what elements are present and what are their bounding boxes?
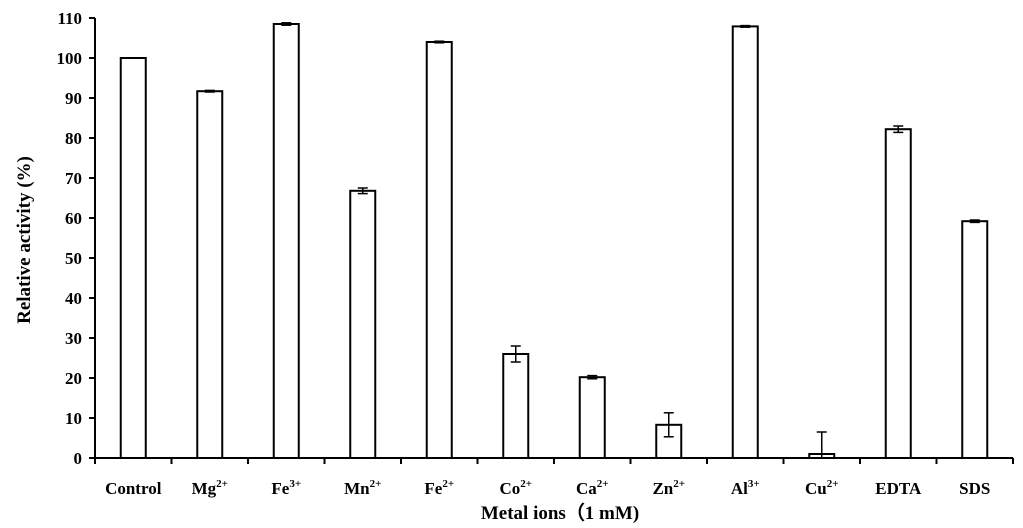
category-labels: Control Mg2+ Fe3+ Mn2+ Fe2+ Co2+ Ca2+ Zn2+ Al3+ C… <box>105 478 990 498</box>
y-tick-label: 90 <box>65 89 82 108</box>
y-tick-label: 20 <box>65 369 82 388</box>
y-axis-title: Relative activity (%) <box>14 156 35 324</box>
y-tick-label: 50 <box>65 249 82 268</box>
error-bar <box>434 40 445 44</box>
error-bar <box>204 89 215 93</box>
error-bar <box>816 431 827 459</box>
y-axis: 0 10 20 30 40 50 60 70 80 90 100 110 <box>57 9 96 468</box>
y-tick-label: 100 <box>57 49 83 68</box>
bar <box>502 353 530 459</box>
y-tick-label: 70 <box>65 169 82 188</box>
x-tick-label: Fe3+ <box>271 478 301 498</box>
x-tick-label: Fe2+ <box>424 478 454 498</box>
y-tick-label: 40 <box>65 289 82 308</box>
x-tick-label: EDTA <box>875 479 922 498</box>
x-tick-label: SDS <box>959 479 990 498</box>
x-tick-label: Mn2+ <box>344 478 381 498</box>
y-tick-label: 10 <box>65 409 82 428</box>
error-bar <box>357 187 368 195</box>
x-axis <box>94 457 1014 464</box>
x-tick-label: Mg2+ <box>192 478 228 498</box>
error-bars <box>204 22 980 459</box>
error-bar <box>510 345 521 363</box>
y-tick-label: 60 <box>65 209 82 228</box>
x-tick-label: Cu2+ <box>805 478 839 498</box>
bar <box>196 90 224 459</box>
bar <box>578 376 606 460</box>
bar <box>272 23 300 459</box>
bars <box>119 23 989 460</box>
x-tick-label: Control <box>105 479 162 498</box>
bar <box>119 57 147 459</box>
error-bar <box>281 22 292 26</box>
bar <box>425 41 453 459</box>
y-tick-label: 30 <box>65 329 82 348</box>
x-axis-title: Metal ions（1 mM) <box>481 501 639 524</box>
error-bar <box>587 374 598 380</box>
x-tick-label: Zn2+ <box>652 478 685 498</box>
error-bar <box>969 219 980 224</box>
x-tick-label: Co2+ <box>499 478 532 498</box>
x-tick-label: Al3+ <box>731 478 760 498</box>
y-tick-label: 0 <box>74 449 83 468</box>
bar <box>731 25 759 460</box>
bar <box>349 189 377 460</box>
error-bar <box>740 24 751 28</box>
error-bar <box>663 412 674 438</box>
error-bar <box>893 125 904 134</box>
y-tick-label: 80 <box>65 129 82 148</box>
bar <box>884 128 912 459</box>
y-tick-label: 110 <box>57 9 82 28</box>
x-tick-label: Ca2+ <box>576 478 609 498</box>
bar <box>961 220 989 459</box>
